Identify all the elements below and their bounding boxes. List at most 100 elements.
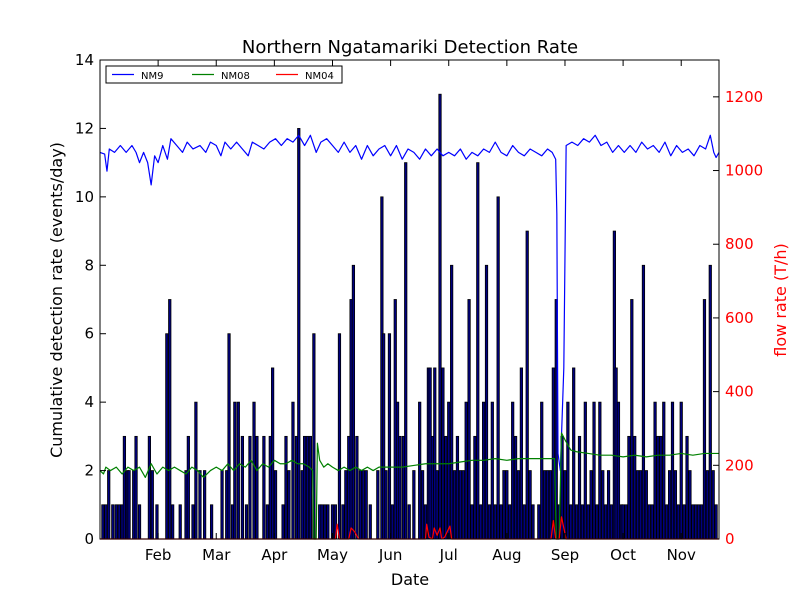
y-axis-ticks: 0 2 4 6 8 10 12 14 xyxy=(75,51,106,548)
y2-tick-label-5: 1000 xyxy=(725,162,763,180)
daily-bar-127 xyxy=(543,470,547,540)
daily-bar-57 xyxy=(326,504,330,540)
daily-bar-144 xyxy=(592,401,596,540)
daily-bar-114 xyxy=(502,470,506,540)
daily-bar-182 xyxy=(699,504,704,540)
x-axis-ticks: Feb Mar Apr May Jun Jul Aug Sep Oct Nov xyxy=(145,60,696,564)
daily-bar-179 xyxy=(691,504,695,540)
daily-bar-43 xyxy=(281,504,285,540)
daily-bar-4 xyxy=(114,504,118,540)
daily-bar-34 xyxy=(244,504,249,540)
daily-bar-36 xyxy=(252,401,256,540)
daily-bar-27 xyxy=(220,470,224,540)
daily-bar-69 xyxy=(364,470,368,540)
daily-bar-130 xyxy=(551,367,555,540)
daily-bar-107 xyxy=(482,401,486,540)
daily-bar-44 xyxy=(284,435,288,540)
x-tick-label-3: May xyxy=(317,546,348,564)
daily-bar-99 xyxy=(458,470,462,540)
daily-bar-160 xyxy=(636,470,640,540)
daily-bar-112 xyxy=(496,196,500,540)
daily-bar-142 xyxy=(586,504,590,540)
daily-bar-126 xyxy=(540,401,544,540)
daily-bar-60 xyxy=(337,333,342,540)
daily-bar-149 xyxy=(606,470,611,540)
daily-bar-91 xyxy=(435,470,439,540)
daily-bar-147 xyxy=(601,470,605,540)
daily-bar-123 xyxy=(528,470,532,540)
daily-bar-129 xyxy=(548,470,553,540)
x-tick-label-0: Feb xyxy=(145,546,172,564)
x-tick-label-5: Jul xyxy=(439,546,458,564)
daily-bar-29 xyxy=(227,333,231,540)
daily-bar-26 xyxy=(209,504,214,540)
daily-bar-118 xyxy=(513,435,518,540)
y2-tick-label-2: 400 xyxy=(725,383,754,401)
daily-bar-109 xyxy=(487,504,492,540)
daily-bar-84 xyxy=(418,401,422,540)
daily-bar-50 xyxy=(302,435,307,540)
daily-bar-97 xyxy=(452,470,457,540)
daily-bar-56 xyxy=(323,504,327,540)
daily-bar-145 xyxy=(595,504,599,540)
daily-bar-65 xyxy=(351,264,356,540)
daily-bar-124 xyxy=(531,504,535,540)
daily-bar-24 xyxy=(198,470,202,540)
chart-title: Northern Ngatamariki Detection Rate xyxy=(242,37,578,58)
series-line-nm08 xyxy=(99,432,719,540)
legend-label-nm9: NM9 xyxy=(141,71,163,82)
daily-bar-174 xyxy=(676,504,680,540)
daily-bar-184 xyxy=(705,470,709,540)
legend-label-nm08: NM08 xyxy=(221,71,250,82)
x-tick-label-1: Mar xyxy=(202,546,231,564)
daily-bar-13 xyxy=(147,435,151,540)
daily-bar-79 xyxy=(398,435,402,540)
daily-bar-135 xyxy=(566,401,570,540)
daily-bar-157 xyxy=(627,435,631,540)
daily-bar-82 xyxy=(407,504,411,540)
daily-bar-67 xyxy=(358,470,362,540)
legend: NM9 NM08 NM04 xyxy=(105,65,343,84)
daily-bar-42 xyxy=(273,470,278,540)
x-axis-label: Date xyxy=(391,570,429,589)
daily-bar-45 xyxy=(287,470,291,540)
x-tick-label-6: Aug xyxy=(492,546,521,564)
y-tick-label-1: 2 xyxy=(84,462,94,480)
daily-bar-156 xyxy=(624,504,628,540)
daily-bar-183 xyxy=(702,299,707,540)
daily-bar-137 xyxy=(572,367,576,540)
y-tick-label-6: 12 xyxy=(75,119,94,137)
x-tick-label-9: Nov xyxy=(667,546,696,564)
legend-box xyxy=(105,65,343,84)
daily-bar-25 xyxy=(203,470,207,540)
daily-bar-186 xyxy=(711,470,715,540)
y-tick-label-7: 14 xyxy=(75,51,94,69)
daily-bar-21 xyxy=(186,435,190,540)
daily-bar-19 xyxy=(178,504,182,540)
daily-bar-117 xyxy=(511,401,515,540)
y2-tick-label-1: 200 xyxy=(725,456,754,474)
daily-bar-136 xyxy=(569,504,573,540)
daily-bar-92 xyxy=(438,93,442,540)
daily-bar-153 xyxy=(616,401,621,540)
daily-bar-81 xyxy=(404,162,408,540)
daily-bar-38 xyxy=(262,435,266,540)
daily-bar-148 xyxy=(604,504,608,540)
x-tick-label-7: Sep xyxy=(551,546,579,564)
daily-bar-100 xyxy=(461,470,465,540)
series-line-nm9 xyxy=(99,134,720,472)
y2-tick-label-0: 0 xyxy=(725,530,735,548)
daily-bar-1 xyxy=(104,504,108,540)
daily-bar-140 xyxy=(580,504,585,540)
daily-bar-95 xyxy=(447,401,451,540)
daily-bar-32 xyxy=(236,401,240,540)
daily-bar-162 xyxy=(641,264,646,540)
daily-bar-35 xyxy=(248,435,252,540)
daily-bar-11 xyxy=(134,435,138,540)
daily-bar-110 xyxy=(490,401,494,540)
daily-bar-167 xyxy=(656,435,660,540)
daily-bar-33 xyxy=(240,435,244,540)
daily-bar-12 xyxy=(137,504,142,540)
plot-frame xyxy=(99,59,720,540)
y-tick-label-0: 0 xyxy=(84,530,94,548)
